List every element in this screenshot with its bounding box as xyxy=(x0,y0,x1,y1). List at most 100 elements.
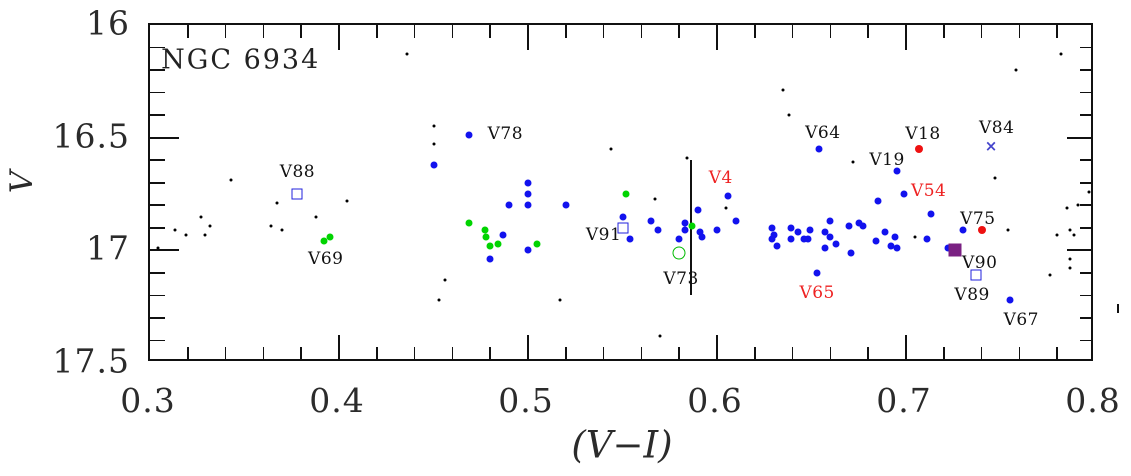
star-label-v84: V84 xyxy=(979,117,1015,138)
open-blue-squares-point xyxy=(617,222,628,234)
blue-filled-circles-point xyxy=(1006,296,1014,304)
x-minor-tick xyxy=(602,347,605,361)
x-minor-tick xyxy=(829,25,832,38)
star-label-v4: V4 xyxy=(708,168,733,189)
blue-filled-circles-point xyxy=(959,226,967,234)
open-blue-squares-point xyxy=(291,188,303,200)
field-star-black-dots-point xyxy=(1059,52,1063,56)
y-minor-tick xyxy=(1080,114,1093,116)
x-minor-tick xyxy=(1056,347,1058,361)
field-star-black-dots-point xyxy=(203,233,207,237)
x-minor-tick xyxy=(376,347,378,361)
y-axis-title: V xyxy=(4,170,40,194)
blue-cross-point: × xyxy=(984,136,998,155)
blue-filled-circles-point xyxy=(944,244,952,252)
field-star-black-dots-point xyxy=(280,228,284,232)
x-tick-label: 0.5 xyxy=(498,381,554,420)
blue-filled-circles-point xyxy=(815,145,823,153)
star-label-v75: V75 xyxy=(960,209,996,229)
field-star-black-dots-point xyxy=(685,156,689,160)
x-minor-tick xyxy=(943,25,945,38)
blue-filled-circles-point xyxy=(768,224,776,232)
field-star-black-dots-point xyxy=(851,160,855,164)
x-minor-tick xyxy=(1056,25,1058,38)
green-filled-circles-point xyxy=(486,242,494,250)
y-minor-tick xyxy=(150,181,165,184)
x-minor-tick xyxy=(489,25,491,38)
field-star-black-dots-point xyxy=(1068,266,1072,270)
blue-filled-circles-point xyxy=(874,197,882,205)
star-label-v73: V73 xyxy=(663,268,699,289)
x-tick-label: 0.3 xyxy=(120,381,176,420)
y-tick-label: 17 xyxy=(86,228,130,268)
x-minor-tick xyxy=(451,347,454,361)
y-minor-tick xyxy=(1080,272,1093,274)
filled-purple-square-point xyxy=(948,243,962,257)
field-star-black-dots-point xyxy=(787,113,791,117)
x-minor-tick xyxy=(754,347,756,361)
blue-filled-circles-point xyxy=(893,167,901,175)
blue-filled-circles-point xyxy=(893,244,901,252)
field-star-black-dots-point xyxy=(269,224,273,228)
field-star-black-dots-point xyxy=(1087,190,1091,194)
field-star-black-dots-point xyxy=(345,199,349,203)
y-minor-tick xyxy=(150,114,165,116)
x-minor-tick xyxy=(980,25,983,38)
x-minor-tick xyxy=(451,25,454,38)
field-star-black-dots-point xyxy=(653,197,657,200)
blue-filled-circles-point xyxy=(806,226,814,234)
y-minor-tick xyxy=(1080,159,1093,161)
star-label-v89: V89 xyxy=(954,284,990,305)
field-star-black-dots-point xyxy=(314,215,318,219)
blue-filled-circles-point xyxy=(826,233,834,241)
x-tick-label: 0.8 xyxy=(1065,381,1121,420)
field-star-black-dots-point xyxy=(443,278,447,282)
x-minor-tick xyxy=(565,347,567,361)
field-star-black-dots-point xyxy=(1055,233,1059,237)
x-minor-tick xyxy=(262,347,265,361)
field-star-black-dots-point xyxy=(1006,228,1010,232)
y-major-tick xyxy=(150,136,179,139)
blue-filled-circles-point xyxy=(619,213,626,221)
blue-filled-circles-point xyxy=(859,222,867,230)
y-tick-label: 16.5 xyxy=(52,116,130,156)
x-minor-tick xyxy=(791,347,794,361)
star-label-v54: V54 xyxy=(910,181,947,202)
star-label-v65: V65 xyxy=(799,283,835,304)
x-minor-tick xyxy=(1018,347,1021,361)
blue-filled-circles-point xyxy=(694,206,702,214)
green-filled-circles-point xyxy=(533,240,541,248)
x-major-tick xyxy=(905,335,907,361)
x-minor-tick xyxy=(262,25,265,38)
blue-filled-circles-point xyxy=(681,219,689,227)
green-filled-circles-point xyxy=(494,240,502,248)
blue-filled-circles-point xyxy=(900,190,908,198)
blue-filled-circles-point xyxy=(887,242,895,250)
blue-filled-circles-point xyxy=(465,131,473,139)
green-filled-circles-point xyxy=(688,222,696,230)
field-star-black-dots-point xyxy=(405,52,409,56)
blue-filled-circles-point xyxy=(562,201,570,209)
y-minor-tick xyxy=(150,317,165,319)
y-minor-tick xyxy=(150,227,165,229)
blue-filled-circles-point xyxy=(813,269,821,277)
blue-filled-circles-point xyxy=(654,226,662,234)
open-blue-squares-point xyxy=(970,269,982,281)
x-tick-label: 0.7 xyxy=(876,381,932,420)
blue-filled-circles-point xyxy=(826,217,834,225)
y-minor-tick xyxy=(150,69,165,71)
blue-filled-circles-point xyxy=(800,235,808,243)
x-minor-tick xyxy=(187,25,189,38)
blue-filled-circles-point xyxy=(524,190,532,198)
blue-filled-circles-point xyxy=(724,192,732,200)
green-filled-circles-point xyxy=(326,233,334,241)
y-minor-tick xyxy=(1080,227,1093,229)
x-axis-title: (V−I) xyxy=(571,423,673,467)
field-star-black-dots-point xyxy=(1068,257,1072,261)
y-minor-tick xyxy=(150,294,165,297)
blue-filled-circles-point xyxy=(773,242,781,250)
x-major-tick xyxy=(905,25,907,50)
field-star-black-dots-point xyxy=(432,124,435,128)
green-filled-circles-point xyxy=(482,233,490,241)
star-label-v18: V18 xyxy=(905,124,941,145)
